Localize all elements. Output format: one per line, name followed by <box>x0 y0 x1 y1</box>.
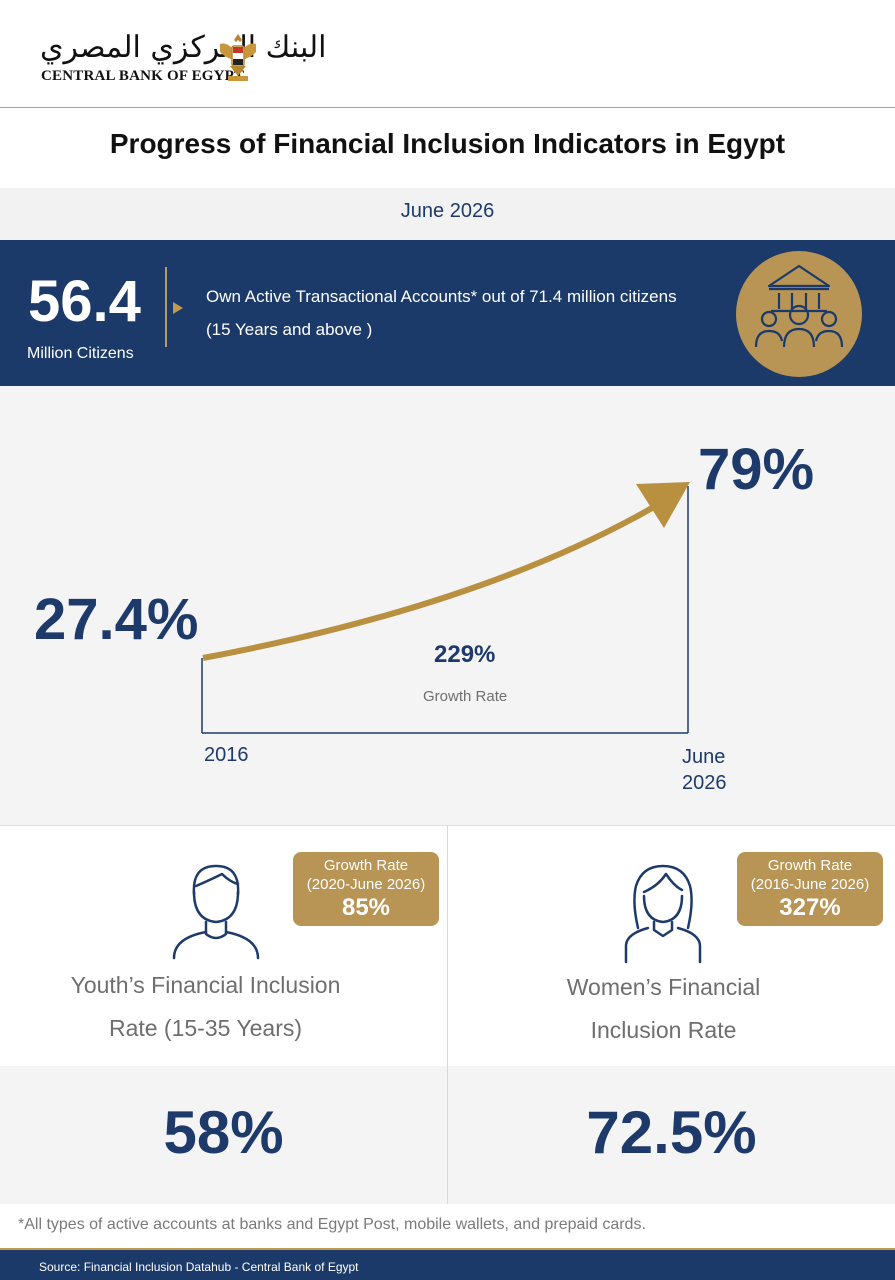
growth-rate-label: Growth Rate <box>423 688 508 705</box>
header: البنك المركزي المصري CENTRAL BANK OF EGY… <box>0 0 895 108</box>
accounts-band: 56.4 Million Citizens Own Active Transac… <box>0 240 895 386</box>
youth-label-line1: Youth’s Financial Inclusion <box>70 972 341 998</box>
growth-curve-arrow <box>202 505 654 661</box>
x-label-start: 2016 <box>204 744 249 766</box>
x-label-end: June 2026 <box>682 744 727 796</box>
x-label-end-line1: June <box>682 746 726 768</box>
women-panel: Growth Rate (2016-June 2026) 327% Women’… <box>448 826 895 1066</box>
source-band: Source: Financial Inclusion Datahub - Ce… <box>0 1248 895 1280</box>
date-band: June 2026 <box>0 188 895 240</box>
logo-arabic-text: البنك المركزي المصري <box>40 30 327 65</box>
footnote: *All types of active accounts at banks a… <box>18 1216 646 1233</box>
source-text: Source: Financial Inclusion Datahub - Ce… <box>39 1260 359 1274</box>
women-growth-badge: Growth Rate (2016-June 2026) 327% <box>737 852 883 926</box>
youth-badge-line2: (2020-June 2026) <box>306 876 426 893</box>
bank-people-icon <box>736 251 862 377</box>
youth-badge-line1: Growth Rate <box>323 857 409 874</box>
women-label-line1: Women’s Financial <box>566 974 761 1000</box>
women-badge-line2: (2016-June 2026) <box>750 876 870 893</box>
eagle-emblem-icon <box>220 34 256 81</box>
youth-rate-value: 58% <box>0 1066 447 1204</box>
accounts-unit: Million Citizens <box>27 345 134 362</box>
page-title: Progress of Financial Inclusion Indicato… <box>109 128 786 159</box>
gold-divider <box>165 267 167 347</box>
woman-icon <box>624 864 702 964</box>
growth-chart: 27.4% 79% 229% Growth Rate 2016 June 202… <box>0 386 895 826</box>
women-badge-line1: Growth Rate <box>767 857 853 874</box>
women-badge-value: 327% <box>779 894 841 921</box>
youth-panel: Growth Rate (2020-June 2026) 85% Youth’s… <box>0 826 447 1066</box>
accounts-description-line1: Own Active Transactional Accounts* out o… <box>206 287 677 306</box>
accounts-value: 56.4 <box>28 269 141 334</box>
report-date: June 2026 <box>400 200 495 222</box>
chart-start-value: 27.4% <box>34 587 199 652</box>
arrow-head-icon <box>636 482 690 528</box>
youth-growth-badge: Growth Rate (2020-June 2026) 85% <box>293 852 439 926</box>
chart-end-value: 79% <box>698 437 815 502</box>
growth-rate-value: 229% <box>434 641 496 668</box>
accounts-description-line2: (15 Years and above ) <box>206 320 373 339</box>
youth-badge-value: 85% <box>341 894 391 921</box>
man-icon <box>172 864 260 960</box>
logo-english-text: CENTRAL BANK OF EGYPT <box>41 68 245 84</box>
women-rate-value: 72.5% <box>448 1066 895 1204</box>
growth-chart-svg <box>201 482 690 734</box>
triangle-arrow-icon <box>173 302 183 314</box>
panel-separator <box>447 826 448 1204</box>
x-label-end-line2: 2026 <box>682 772 727 794</box>
women-label-line2: Inclusion Rate <box>590 1017 737 1043</box>
youth-label-line2: Rate (15-35 Years) <box>108 1015 303 1041</box>
